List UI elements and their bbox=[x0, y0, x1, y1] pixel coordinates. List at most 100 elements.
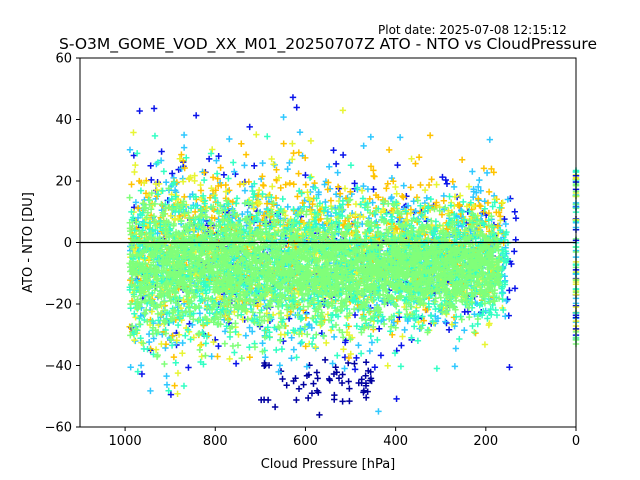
data-point bbox=[309, 334, 317, 342]
data-point bbox=[220, 171, 228, 178]
data-point bbox=[255, 186, 263, 194]
data-point bbox=[442, 318, 449, 325]
data-point bbox=[355, 342, 362, 349]
data-point bbox=[412, 160, 419, 167]
data-point bbox=[477, 203, 484, 210]
data-point bbox=[277, 184, 284, 192]
data-point bbox=[161, 360, 168, 368]
data-point bbox=[407, 184, 414, 191]
data-point bbox=[132, 161, 139, 169]
data-point bbox=[136, 107, 143, 115]
data-point bbox=[296, 129, 304, 136]
data-point bbox=[332, 160, 340, 168]
data-point bbox=[443, 319, 450, 327]
data-point bbox=[421, 186, 429, 194]
data-point bbox=[293, 396, 300, 404]
data-point bbox=[358, 187, 366, 194]
data-point bbox=[503, 297, 510, 305]
data-point bbox=[264, 133, 271, 140]
data-point bbox=[330, 147, 337, 154]
data-point bbox=[280, 140, 287, 147]
data-point bbox=[293, 354, 300, 361]
data-point bbox=[396, 214, 403, 221]
data-point bbox=[364, 185, 372, 193]
data-point bbox=[246, 354, 253, 361]
data-point bbox=[451, 363, 459, 370]
data-point bbox=[222, 181, 229, 189]
data-point bbox=[456, 201, 463, 208]
data-point bbox=[336, 190, 344, 197]
data-point bbox=[360, 389, 367, 396]
data-point bbox=[288, 334, 295, 341]
data-point bbox=[512, 236, 519, 243]
data-point bbox=[345, 378, 352, 385]
data-point bbox=[214, 353, 221, 360]
data-point bbox=[442, 176, 449, 184]
data-point bbox=[425, 181, 433, 189]
data-point bbox=[241, 187, 249, 194]
data-point bbox=[217, 164, 224, 171]
data-point bbox=[259, 340, 266, 347]
data-point bbox=[126, 146, 134, 153]
data-point bbox=[490, 169, 497, 176]
data-point bbox=[396, 134, 404, 141]
data-point bbox=[412, 207, 419, 215]
data-point bbox=[145, 338, 153, 346]
data-point bbox=[474, 195, 482, 202]
data-point bbox=[221, 328, 229, 335]
data-point bbox=[461, 327, 468, 334]
data-point bbox=[271, 403, 279, 411]
data-point bbox=[427, 195, 434, 203]
data-point bbox=[398, 192, 406, 200]
data-point bbox=[232, 320, 239, 327]
data-point bbox=[288, 355, 295, 362]
data-point bbox=[233, 195, 241, 202]
data-point bbox=[321, 356, 329, 364]
data-point bbox=[279, 195, 286, 203]
data-point bbox=[384, 362, 391, 369]
data-point bbox=[180, 382, 188, 390]
data-point bbox=[387, 195, 395, 202]
data-point bbox=[481, 198, 488, 205]
data-point bbox=[476, 176, 483, 184]
data-point bbox=[192, 112, 200, 119]
data-point bbox=[493, 311, 501, 319]
data-point bbox=[360, 182, 367, 190]
data-point bbox=[383, 185, 390, 192]
data-point bbox=[502, 220, 509, 228]
data-point bbox=[179, 339, 186, 347]
data-point bbox=[259, 173, 266, 180]
data-point bbox=[174, 390, 181, 397]
data-point bbox=[315, 191, 322, 198]
data-point bbox=[302, 171, 309, 179]
data-point bbox=[303, 363, 311, 370]
data-point bbox=[511, 285, 519, 292]
data-point bbox=[472, 329, 479, 337]
data-point bbox=[172, 359, 179, 366]
data-point bbox=[326, 163, 333, 170]
data-point bbox=[284, 165, 291, 173]
data-point bbox=[315, 389, 322, 396]
data-point bbox=[147, 387, 154, 395]
data-point bbox=[293, 104, 300, 111]
data-point bbox=[282, 181, 289, 188]
data-point bbox=[264, 396, 272, 404]
data-point bbox=[294, 193, 301, 200]
data-point bbox=[399, 333, 406, 340]
data-point bbox=[401, 326, 408, 334]
data-point bbox=[249, 328, 256, 335]
data-point bbox=[313, 369, 321, 376]
data-point bbox=[297, 340, 304, 347]
data-point bbox=[131, 310, 138, 317]
data-point bbox=[458, 156, 466, 163]
data-point bbox=[490, 192, 498, 200]
data-point bbox=[127, 364, 134, 371]
data-point bbox=[400, 194, 407, 201]
data-point bbox=[157, 157, 165, 164]
data-point bbox=[340, 346, 347, 353]
data-point bbox=[238, 140, 245, 147]
data-point bbox=[323, 339, 330, 347]
data-point bbox=[231, 349, 238, 356]
data-point bbox=[262, 361, 269, 369]
data-point bbox=[393, 190, 400, 197]
